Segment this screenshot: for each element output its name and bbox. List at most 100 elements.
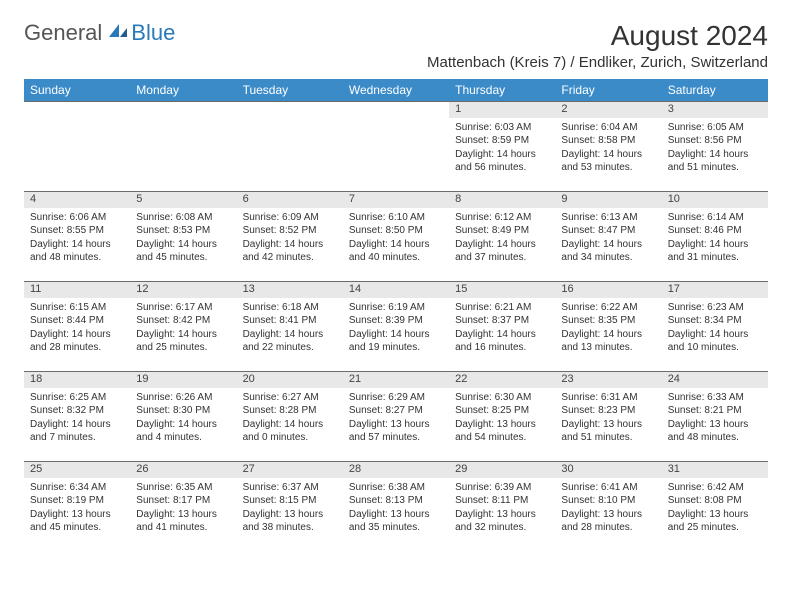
daylight-line: Daylight: 14 hours and 4 minutes. (136, 418, 230, 445)
daynum-row: 123 (24, 102, 768, 118)
sunrise-line: Sunrise: 6:13 AM (561, 211, 655, 225)
day-cell: Sunrise: 6:30 AMSunset: 8:25 PMDaylight:… (449, 388, 555, 462)
day-number: 18 (24, 372, 130, 388)
daylight-line: Daylight: 14 hours and 28 minutes. (30, 328, 124, 355)
day-number: 6 (237, 192, 343, 208)
sunset-line: Sunset: 8:13 PM (349, 494, 443, 508)
day-cell: Sunrise: 6:06 AMSunset: 8:55 PMDaylight:… (24, 208, 130, 282)
day-content-row: Sunrise: 6:15 AMSunset: 8:44 PMDaylight:… (24, 298, 768, 372)
daynum-row: 45678910 (24, 192, 768, 208)
daylight-line: Daylight: 14 hours and 16 minutes. (455, 328, 549, 355)
day-cell: Sunrise: 6:35 AMSunset: 8:17 PMDaylight:… (130, 478, 236, 552)
sunrise-line: Sunrise: 6:41 AM (561, 481, 655, 495)
day-number: 8 (449, 192, 555, 208)
sunset-line: Sunset: 8:17 PM (136, 494, 230, 508)
daylight-line: Daylight: 14 hours and 25 minutes. (136, 328, 230, 355)
daylight-line: Daylight: 14 hours and 40 minutes. (349, 238, 443, 265)
daylight-line: Daylight: 14 hours and 37 minutes. (455, 238, 549, 265)
daylight-line: Daylight: 13 hours and 41 minutes. (136, 508, 230, 535)
day-cell (130, 118, 236, 192)
daylight-line: Daylight: 14 hours and 45 minutes. (136, 238, 230, 265)
day-cell: Sunrise: 6:34 AMSunset: 8:19 PMDaylight:… (24, 478, 130, 552)
sunrise-line: Sunrise: 6:34 AM (30, 481, 124, 495)
day-content-row: Sunrise: 6:03 AMSunset: 8:59 PMDaylight:… (24, 118, 768, 192)
day-cell: Sunrise: 6:14 AMSunset: 8:46 PMDaylight:… (662, 208, 768, 282)
day-number: 16 (555, 282, 661, 298)
day-number: 27 (237, 462, 343, 478)
day-number: 3 (662, 102, 768, 118)
day-cell: Sunrise: 6:26 AMSunset: 8:30 PMDaylight:… (130, 388, 236, 462)
day-cell: Sunrise: 6:38 AMSunset: 8:13 PMDaylight:… (343, 478, 449, 552)
sunrise-line: Sunrise: 6:18 AM (243, 301, 337, 315)
logo: General Blue (24, 20, 175, 46)
sunrise-line: Sunrise: 6:39 AM (455, 481, 549, 495)
sunset-line: Sunset: 8:46 PM (668, 224, 762, 238)
logo-sail-icon (107, 22, 129, 45)
day-number (343, 102, 449, 118)
day-number: 11 (24, 282, 130, 298)
sunset-line: Sunset: 8:37 PM (455, 314, 549, 328)
day-number: 5 (130, 192, 236, 208)
sunrise-line: Sunrise: 6:38 AM (349, 481, 443, 495)
sunset-line: Sunset: 8:50 PM (349, 224, 443, 238)
sunset-line: Sunset: 8:55 PM (30, 224, 124, 238)
daylight-line: Daylight: 14 hours and 53 minutes. (561, 148, 655, 175)
daylight-line: Daylight: 14 hours and 13 minutes. (561, 328, 655, 355)
day-cell: Sunrise: 6:42 AMSunset: 8:08 PMDaylight:… (662, 478, 768, 552)
day-cell: Sunrise: 6:27 AMSunset: 8:28 PMDaylight:… (237, 388, 343, 462)
daynum-row: 11121314151617 (24, 282, 768, 298)
sunset-line: Sunset: 8:21 PM (668, 404, 762, 418)
sunset-line: Sunset: 8:53 PM (136, 224, 230, 238)
sunset-line: Sunset: 8:28 PM (243, 404, 337, 418)
day-number: 2 (555, 102, 661, 118)
day-cell (343, 118, 449, 192)
sunset-line: Sunset: 8:39 PM (349, 314, 443, 328)
day-cell: Sunrise: 6:39 AMSunset: 8:11 PMDaylight:… (449, 478, 555, 552)
day-header: Thursday (449, 79, 555, 102)
day-number: 31 (662, 462, 768, 478)
day-header: Wednesday (343, 79, 449, 102)
day-number: 7 (343, 192, 449, 208)
sunset-line: Sunset: 8:42 PM (136, 314, 230, 328)
sunset-line: Sunset: 8:19 PM (30, 494, 124, 508)
day-number (24, 102, 130, 118)
daylight-line: Daylight: 14 hours and 42 minutes. (243, 238, 337, 265)
day-number: 4 (24, 192, 130, 208)
daylight-line: Daylight: 14 hours and 51 minutes. (668, 148, 762, 175)
sunset-line: Sunset: 8:08 PM (668, 494, 762, 508)
day-cell: Sunrise: 6:04 AMSunset: 8:58 PMDaylight:… (555, 118, 661, 192)
daylight-line: Daylight: 13 hours and 45 minutes. (30, 508, 124, 535)
sunset-line: Sunset: 8:34 PM (668, 314, 762, 328)
sunrise-line: Sunrise: 6:19 AM (349, 301, 443, 315)
day-cell: Sunrise: 6:03 AMSunset: 8:59 PMDaylight:… (449, 118, 555, 192)
day-cell: Sunrise: 6:12 AMSunset: 8:49 PMDaylight:… (449, 208, 555, 282)
daylight-line: Daylight: 13 hours and 38 minutes. (243, 508, 337, 535)
logo-text-general: General (24, 20, 102, 46)
sunset-line: Sunset: 8:27 PM (349, 404, 443, 418)
sunset-line: Sunset: 8:32 PM (30, 404, 124, 418)
sunset-line: Sunset: 8:35 PM (561, 314, 655, 328)
day-header: Tuesday (237, 79, 343, 102)
month-title: August 2024 (427, 20, 768, 52)
day-number: 14 (343, 282, 449, 298)
daylight-line: Daylight: 14 hours and 48 minutes. (30, 238, 124, 265)
day-cell: Sunrise: 6:13 AMSunset: 8:47 PMDaylight:… (555, 208, 661, 282)
day-cell: Sunrise: 6:22 AMSunset: 8:35 PMDaylight:… (555, 298, 661, 372)
day-number: 17 (662, 282, 768, 298)
day-cell (24, 118, 130, 192)
day-cell: Sunrise: 6:25 AMSunset: 8:32 PMDaylight:… (24, 388, 130, 462)
sunrise-line: Sunrise: 6:31 AM (561, 391, 655, 405)
daylight-line: Daylight: 13 hours and 32 minutes. (455, 508, 549, 535)
sunrise-line: Sunrise: 6:33 AM (668, 391, 762, 405)
day-number: 20 (237, 372, 343, 388)
day-cell: Sunrise: 6:19 AMSunset: 8:39 PMDaylight:… (343, 298, 449, 372)
daylight-line: Daylight: 13 hours and 25 minutes. (668, 508, 762, 535)
day-number: 9 (555, 192, 661, 208)
sunrise-line: Sunrise: 6:23 AM (668, 301, 762, 315)
day-number: 23 (555, 372, 661, 388)
sunrise-line: Sunrise: 6:14 AM (668, 211, 762, 225)
day-cell: Sunrise: 6:08 AMSunset: 8:53 PMDaylight:… (130, 208, 236, 282)
sunset-line: Sunset: 8:58 PM (561, 134, 655, 148)
day-content-row: Sunrise: 6:06 AMSunset: 8:55 PMDaylight:… (24, 208, 768, 282)
sunrise-line: Sunrise: 6:04 AM (561, 121, 655, 135)
